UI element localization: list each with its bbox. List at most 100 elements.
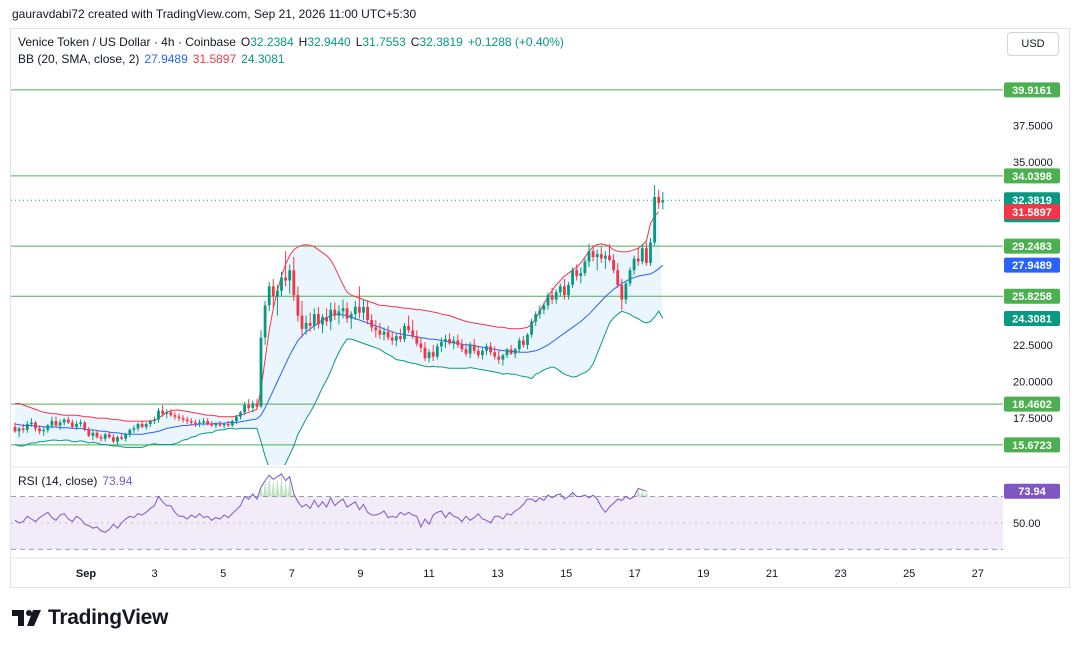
candle (153, 416, 156, 424)
close-value: 32.3819 (419, 35, 463, 49)
candle (222, 422, 226, 429)
candle-body (575, 270, 579, 277)
bb-upper-tag-bg (1004, 204, 1060, 220)
candle-body (571, 270, 574, 285)
candle (497, 350, 501, 364)
candle-body (210, 423, 214, 426)
candle-body (202, 421, 205, 423)
candle-body (517, 340, 521, 350)
candle-body (128, 429, 132, 435)
rsi-title[interactable]: RSI (14, close) (18, 474, 98, 488)
candle (140, 421, 144, 429)
candle-body (280, 277, 283, 291)
candle-body (267, 286, 271, 306)
candle (599, 246, 603, 263)
high-value: 32.9440 (307, 35, 351, 49)
candle-body (206, 421, 210, 424)
level-tag: 39.9161 (1004, 82, 1060, 98)
candle (210, 421, 214, 427)
candle (636, 248, 640, 266)
candle-body (452, 340, 456, 344)
candles-layer (13, 185, 665, 445)
level-tag: 25.8258 (1004, 288, 1060, 304)
candle (341, 299, 345, 319)
candle-body (71, 422, 74, 427)
candle (214, 422, 218, 429)
candle-body (661, 200, 665, 203)
low-value: 31.7553 (362, 35, 406, 49)
candle (349, 311, 353, 329)
candle-body (526, 334, 529, 345)
bb-basis-tag-bg (1004, 257, 1060, 273)
bb-title[interactable]: BB (20, SMA, close, 2) (18, 52, 140, 66)
candle (46, 423, 50, 433)
bb-lower-tag-bg (1004, 310, 1060, 326)
candle (239, 410, 242, 420)
candle-body (501, 355, 505, 360)
candle-body (259, 337, 263, 407)
tradingview-logo[interactable]: TradingView (12, 606, 168, 630)
tradingview-logo-icon (12, 610, 41, 626)
candle (124, 432, 128, 442)
candle-body (66, 419, 70, 423)
candle-body (300, 315, 304, 329)
candle-body (485, 346, 488, 351)
symbol-title[interactable]: Venice Token / US Dollar · 4h · Coinbase (18, 35, 236, 49)
candle-body (341, 308, 345, 312)
candle-body (440, 341, 443, 347)
candle (534, 311, 538, 326)
candle-body (177, 416, 181, 419)
chart-frame (10, 28, 1070, 588)
candle (583, 258, 587, 277)
level-tag-bg (1004, 82, 1060, 98)
time-axis-label: 27 (972, 568, 984, 580)
candle (304, 315, 308, 335)
bb-legend: BB (20, SMA, close, 2) 27.9489 31.5897 24.3… (18, 52, 290, 66)
candle-body (116, 437, 119, 442)
candle-body (374, 327, 378, 331)
rsi-value-tag-bg (1004, 483, 1060, 499)
candle (333, 302, 337, 321)
candle-body (636, 258, 640, 262)
candle (628, 267, 632, 287)
candle-body (21, 428, 25, 430)
price-axis-label: 37.5000 (1013, 120, 1053, 132)
candle (604, 251, 607, 269)
level-tag-text: 25.8258 (1012, 291, 1052, 303)
candle (226, 421, 230, 427)
candle-body (444, 339, 447, 342)
candle-body (120, 437, 123, 439)
candle (513, 347, 517, 359)
bb-lower-tag-text: 24.3081 (1012, 313, 1052, 325)
candle (563, 279, 566, 300)
price-axis-label: 17.5000 (1013, 413, 1053, 425)
chart-credit: gauravdabi72 created with TradingView.co… (12, 7, 417, 21)
candle (431, 344, 435, 362)
candle (612, 254, 615, 274)
candle (317, 306, 320, 329)
candle-body (132, 428, 136, 430)
price-tags-layer: 39.9161 34.0398 29.2483 25.8258 18.4602 15.67… (1004, 82, 1060, 499)
level-tag-bg (1004, 168, 1060, 184)
candle-body (612, 259, 615, 271)
candle-body (419, 343, 423, 348)
candle-body (583, 261, 587, 274)
candle-body (370, 320, 374, 328)
candle (522, 336, 525, 348)
candle-body (124, 434, 128, 439)
time-axis-label: 3 (152, 568, 158, 580)
candle (501, 353, 505, 366)
candle (280, 271, 283, 297)
candle (587, 243, 591, 268)
candle-body (165, 412, 169, 414)
candle-body (353, 306, 357, 315)
candle (58, 419, 62, 430)
currency-button[interactable]: USD (1007, 32, 1059, 56)
candle-body (538, 309, 542, 315)
candle-body (632, 258, 636, 271)
time-axis-label: 7 (289, 568, 295, 580)
time-axis-label: 19 (697, 568, 709, 580)
candle-body (616, 270, 620, 285)
candle (591, 245, 595, 262)
